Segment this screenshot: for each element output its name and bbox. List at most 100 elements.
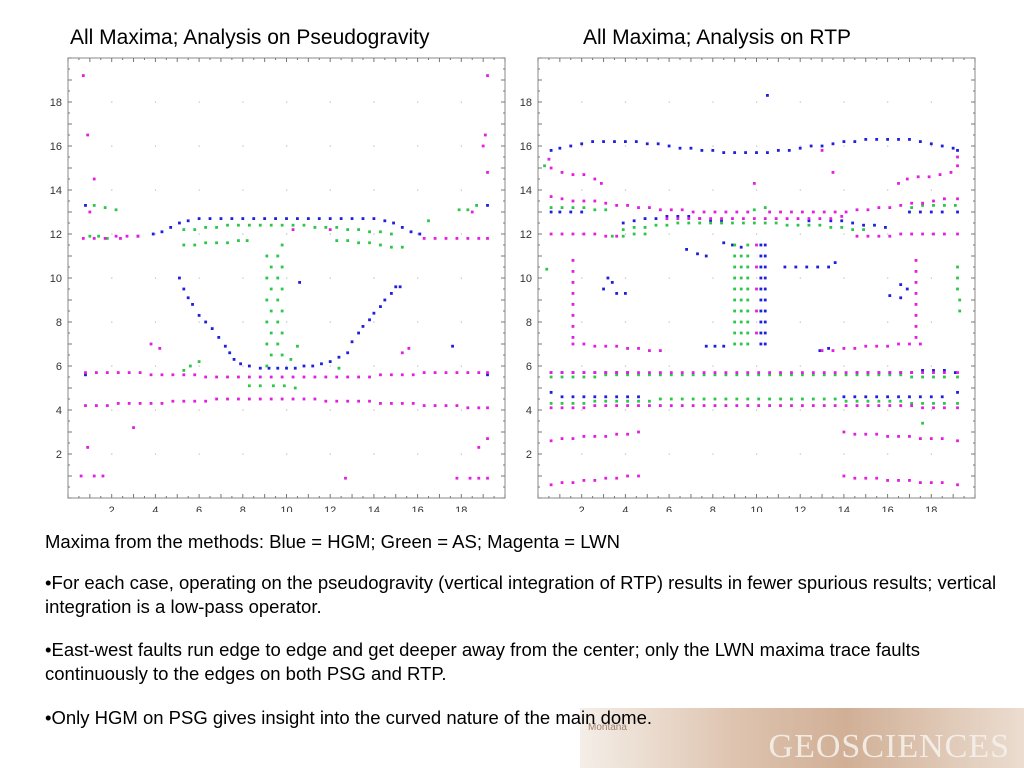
y-tick-label: 4 <box>56 405 62 417</box>
maxima-point-blue <box>829 219 833 223</box>
caption-legend-line: Maxima from the methods: Blue = HGM; Gre… <box>45 531 620 552</box>
maxima-point-magenta <box>269 397 273 401</box>
maxima-point-green <box>632 226 636 229</box>
maxima-point-green <box>680 397 684 401</box>
grid-dot <box>756 145 758 147</box>
maxima-point-blue <box>720 219 723 223</box>
maxima-point-blue <box>918 140 922 143</box>
maxima-point-magenta <box>486 237 489 240</box>
grid-dot <box>843 145 845 147</box>
grid-dot <box>198 145 200 147</box>
maxima-point-green <box>265 254 269 258</box>
maxima-point-magenta <box>171 399 175 403</box>
maxima-point-blue <box>311 364 315 368</box>
maxima-point-magenta <box>477 406 481 410</box>
grid-dot <box>843 277 845 279</box>
maxima-point-magenta <box>888 371 892 374</box>
maxima-point-green <box>276 298 280 302</box>
y-tick-label: 18 <box>50 97 62 109</box>
maxima-point-magenta <box>866 234 870 238</box>
maxima-point-blue <box>678 146 682 150</box>
grid-dot <box>329 453 331 455</box>
maxima-point-green <box>866 373 870 377</box>
maxima-point-green <box>669 397 673 401</box>
maxima-point-magenta <box>247 397 251 401</box>
maxima-point-blue <box>389 292 393 295</box>
maxima-point-magenta <box>929 437 933 440</box>
maxima-point-magenta <box>648 371 651 374</box>
grid-dot <box>712 145 714 147</box>
maxima-point-magenta <box>226 375 229 379</box>
grid-dot <box>624 233 627 235</box>
maxima-point-blue <box>328 217 332 220</box>
maxima-point-magenta <box>755 331 758 335</box>
maxima-point-magenta <box>877 206 881 209</box>
maxima-point-magenta <box>658 404 662 407</box>
maxima-point-magenta <box>582 199 586 203</box>
maxima-point-magenta <box>127 402 131 405</box>
maxima-point-magenta <box>160 373 164 377</box>
maxima-point-magenta <box>943 232 946 236</box>
maxima-point-magenta <box>665 217 669 220</box>
maxima-point-magenta <box>899 204 903 207</box>
maxima-point-magenta <box>302 397 306 401</box>
maxima-point-blue <box>615 292 619 295</box>
maxima-point-green <box>271 384 275 388</box>
maxima-point-blue <box>696 252 699 256</box>
grid-dot <box>460 145 462 147</box>
maxima-point-green <box>237 223 240 227</box>
maxima-point-blue <box>731 243 734 247</box>
maxima-point-magenta <box>560 481 564 484</box>
grid-dot <box>460 233 462 235</box>
x-tick-label: 10 <box>280 505 292 512</box>
y-tick-label: 4 <box>526 405 532 417</box>
maxima-point-magenta <box>116 402 120 405</box>
grid-dot <box>581 233 583 235</box>
maxima-point-blue <box>569 144 573 148</box>
maxima-point-magenta <box>940 481 944 484</box>
maxima-point-magenta <box>720 217 723 220</box>
maxima-point-magenta <box>486 406 489 410</box>
maxima-point-blue <box>317 217 321 220</box>
maxima-point-magenta <box>897 182 900 185</box>
maxima-point-blue <box>247 364 251 368</box>
y-tick-label: 2 <box>526 449 532 461</box>
maxima-point-green <box>621 228 625 231</box>
maxima-point-blue <box>687 215 691 218</box>
grid-dot <box>887 321 889 323</box>
maxima-point-magenta <box>956 483 959 487</box>
maxima-point-blue <box>905 287 909 291</box>
x-tick-label: 4 <box>152 505 158 512</box>
maxima-point-blue <box>558 146 562 150</box>
maxima-point-blue <box>239 362 243 366</box>
maxima-point-magenta <box>81 74 85 77</box>
maxima-point-magenta <box>411 373 415 377</box>
maxima-point-magenta <box>571 336 575 339</box>
maxima-point-blue <box>759 309 763 313</box>
maxima-point-magenta <box>86 133 90 137</box>
grid-dot <box>624 189 627 191</box>
maxima-point-green <box>549 402 553 405</box>
maxima-point-blue <box>711 149 715 152</box>
maxima-point-green <box>357 228 361 231</box>
maxima-point-blue <box>285 217 288 220</box>
maxima-point-green <box>899 399 903 403</box>
maxima-point-green <box>276 342 280 346</box>
maxima-point-blue <box>665 215 669 218</box>
maxima-point-green <box>739 309 743 313</box>
maxima-point-blue <box>219 217 223 220</box>
maxima-point-magenta <box>582 173 586 176</box>
maxima-point-magenta <box>691 371 695 374</box>
maxima-point-green <box>648 373 651 377</box>
maxima-point-magenta <box>899 232 903 236</box>
maxima-point-green <box>282 384 286 388</box>
grid-dot <box>756 321 758 323</box>
maxima-point-green <box>899 373 903 377</box>
maxima-point-blue <box>763 254 767 258</box>
grid-dot <box>286 277 288 279</box>
maxima-point-blue <box>951 146 955 150</box>
maxima-point-blue <box>884 226 887 229</box>
maxima-point-magenta <box>291 228 295 231</box>
maxima-point-magenta <box>626 204 629 207</box>
maxima-point-blue <box>840 219 844 223</box>
